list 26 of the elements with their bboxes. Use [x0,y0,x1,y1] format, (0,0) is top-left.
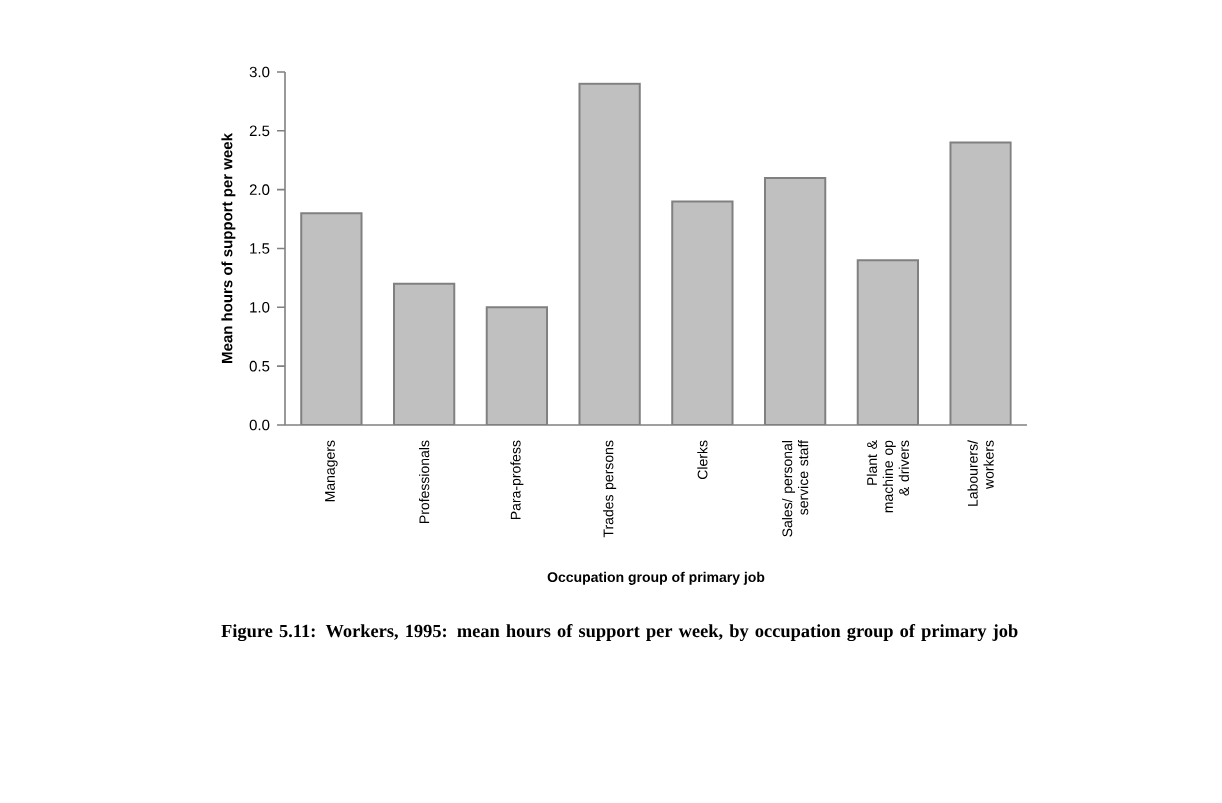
x-tick-label: Professionals [419,440,430,523]
x-tick-label: Clerks [697,440,708,479]
bar [392,282,456,425]
x-tick-label: Labourers/ workers [967,440,994,506]
y-tick-label: 2.0 [249,184,270,195]
bar [949,141,1012,425]
x-tick-label: Trades persons [603,440,617,538]
x-axis-title: Occupation group of primary job [547,571,765,585]
bar [485,306,549,425]
y-tick-label: 0.5 [249,360,270,372]
bar [578,82,641,425]
bar [856,259,920,425]
y-tick-label: 1.5 [250,243,270,254]
bar [300,212,363,425]
y-tick-label: 1.0 [250,302,270,313]
bar [671,200,734,425]
y-tick-label: 2.5 [249,125,270,137]
y-axis-title: Mean hours of support per week [221,133,236,363]
bar [763,176,827,425]
x-tick-label: Plant & machine op & drivers [866,440,909,513]
x-tick-label: Managers [325,440,338,502]
y-tick-label: 0.0 [249,419,270,431]
text: Figure 5.11: Workers, 1995: mean hours of support per week, by occupation group of primary job [221,624,1018,642]
x-tick-label: Para-profess [510,440,524,520]
x-tick-label: Sales/ personal service staff [782,440,809,537]
y-tick-label: 3.0 [249,66,270,78]
